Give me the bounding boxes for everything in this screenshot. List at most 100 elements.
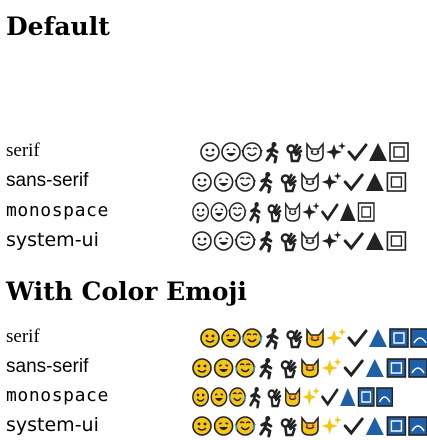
font-label: sans-serif xyxy=(6,356,89,377)
ok-hand-icon xyxy=(280,232,297,252)
font-row-system-ui-default: system-ui xyxy=(6,226,421,254)
font-row-monospace-color: monospace xyxy=(6,382,421,410)
circle-shape-icon xyxy=(376,387,394,407)
heart-eyes-cat-icon xyxy=(306,141,324,162)
heart-eyes-cat-icon xyxy=(301,357,319,378)
heart-eyes-cat-icon xyxy=(285,386,301,407)
font-label: system-ui xyxy=(6,414,99,436)
emoji-glyph-strip xyxy=(192,357,427,380)
person-running-icon xyxy=(259,231,273,253)
laughing-face-icon xyxy=(210,387,228,407)
font-label: serif xyxy=(6,140,40,161)
font-label: serif xyxy=(6,326,40,347)
square-shape-icon xyxy=(386,231,407,251)
smiling-face-icon xyxy=(192,172,212,192)
laughing-face-icon xyxy=(213,416,234,436)
triangle-shape-icon xyxy=(369,329,387,347)
font-label: monospace xyxy=(6,385,109,406)
font-row-serif-default: serif xyxy=(6,137,421,165)
triangle-shape-icon xyxy=(365,173,384,191)
smiling-face-icon xyxy=(192,231,212,251)
crying-laughing-face-icon xyxy=(241,142,263,162)
sparkles-icon xyxy=(321,358,342,376)
square-shape-icon xyxy=(386,172,407,192)
laughing-face-icon xyxy=(210,202,228,222)
triangle-shape-icon xyxy=(365,232,384,250)
person-running-icon xyxy=(265,142,279,164)
sparkles-icon xyxy=(302,387,320,405)
heart-eyes-cat-icon xyxy=(306,327,324,348)
crying-laughing-face-icon xyxy=(228,202,247,222)
font-label: monospace xyxy=(6,200,109,221)
laughing-face-icon xyxy=(221,328,241,348)
square-shape-icon xyxy=(386,416,407,436)
checkmark-icon xyxy=(321,388,339,407)
emoji-glyph-strip xyxy=(192,171,407,194)
smiling-face-icon xyxy=(192,358,212,378)
font-row-sans-serif-color: sans-serif xyxy=(6,353,427,381)
laughing-face-icon xyxy=(213,231,234,251)
crying-laughing-face-icon xyxy=(234,358,256,378)
person-running-icon xyxy=(265,328,279,350)
smiling-face-icon xyxy=(200,328,220,348)
circle-shape-icon xyxy=(408,416,427,436)
heart-eyes-cat-icon xyxy=(301,171,319,192)
crying-laughing-face-icon xyxy=(234,231,256,251)
ok-hand-icon xyxy=(286,329,303,349)
crying-laughing-face-icon xyxy=(241,328,263,348)
section-title-color-emoji: With Color Emoji xyxy=(6,277,247,306)
font-label: system-ui xyxy=(6,229,99,251)
laughing-face-icon xyxy=(221,142,241,162)
section-title-default: Default xyxy=(6,12,110,41)
person-running-icon xyxy=(249,387,261,409)
triangle-shape-icon xyxy=(365,417,384,435)
emoji-glyph-strip xyxy=(200,141,409,164)
emoji-glyph-strip xyxy=(192,386,394,409)
circle-shape-icon xyxy=(408,358,427,378)
emoji-glyph-strip xyxy=(200,327,427,350)
font-row-monospace-default: monospace xyxy=(6,197,421,225)
triangle-shape-icon xyxy=(369,143,387,161)
ok-hand-icon xyxy=(286,143,303,163)
smiling-face-icon xyxy=(192,416,212,436)
square-shape-icon xyxy=(389,328,409,348)
sparkles-icon xyxy=(302,202,320,220)
checkmark-icon xyxy=(347,329,368,348)
font-row-sans-serif-default: sans-serif xyxy=(6,167,421,195)
square-shape-icon xyxy=(389,142,409,162)
heart-eyes-cat-icon xyxy=(301,230,319,251)
heart-eyes-cat-icon xyxy=(285,201,301,222)
checkmark-icon xyxy=(321,203,339,222)
sparkles-icon xyxy=(321,416,342,434)
ok-hand-icon xyxy=(280,173,297,193)
square-shape-icon xyxy=(386,358,407,378)
font-label: sans-serif xyxy=(6,170,89,191)
person-running-icon xyxy=(259,416,273,438)
crying-laughing-face-icon xyxy=(234,416,256,436)
person-running-icon xyxy=(259,172,273,194)
sparkles-icon xyxy=(321,231,342,249)
checkmark-icon xyxy=(343,232,364,251)
font-row-serif-color: serif xyxy=(6,323,427,351)
triangle-shape-icon xyxy=(340,203,356,221)
person-running-icon xyxy=(249,202,261,224)
triangle-shape-icon xyxy=(365,359,384,377)
square-shape-icon xyxy=(357,387,375,407)
laughing-face-icon xyxy=(213,358,234,378)
sparkles-icon xyxy=(321,172,342,190)
sparkles-icon xyxy=(326,142,346,160)
crying-laughing-face-icon xyxy=(234,172,256,192)
circle-shape-icon xyxy=(410,328,427,348)
triangle-shape-icon xyxy=(340,388,356,406)
emoji-glyph-strip xyxy=(192,230,407,253)
ok-hand-icon xyxy=(280,417,297,437)
smiling-face-icon xyxy=(192,202,210,222)
checkmark-icon xyxy=(343,173,364,192)
crying-laughing-face-icon xyxy=(228,387,247,407)
heart-eyes-cat-icon xyxy=(301,415,319,436)
laughing-face-icon xyxy=(213,172,234,192)
smiling-face-icon xyxy=(200,142,220,162)
smiling-face-icon xyxy=(192,387,210,407)
person-running-icon xyxy=(259,358,273,380)
checkmark-icon xyxy=(343,417,364,436)
